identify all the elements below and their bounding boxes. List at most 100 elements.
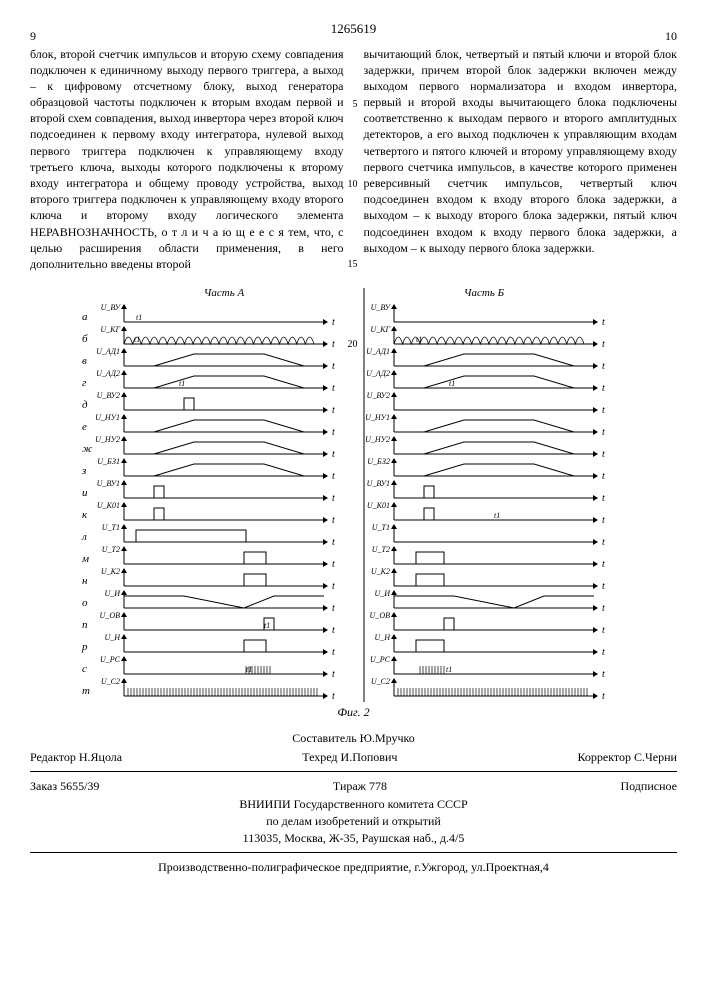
svg-text:U_ОВ: U_ОВ — [99, 611, 120, 620]
svg-text:t1: t1 — [494, 511, 500, 520]
svg-text:U_К01: U_К01 — [366, 501, 389, 510]
svg-text:t1: t1 — [246, 665, 252, 674]
order-row: Заказ 5655/39 Тираж 778 Подписное — [30, 778, 677, 794]
svg-text:и: и — [82, 487, 88, 499]
svg-text:U_И: U_И — [374, 589, 391, 598]
tirazh: Тираж 778 — [333, 778, 387, 794]
svg-text:t: t — [332, 515, 335, 526]
page: 1265619 9 блок, второй счетчик импульсов… — [0, 0, 707, 896]
editor: Редактор Н.Яцола — [30, 749, 122, 765]
line-marker: 10 — [348, 178, 358, 192]
svg-text:t: t — [332, 669, 335, 680]
line-marker: 15 — [348, 258, 358, 272]
techred: Техред И.Попович — [302, 749, 397, 765]
svg-text:t: t — [602, 317, 605, 328]
svg-text:U_Т2: U_Т2 — [371, 545, 389, 554]
svg-text:t: t — [332, 625, 335, 636]
corrector: Корректор С.Черни — [578, 749, 677, 765]
svg-text:t: t — [602, 515, 605, 526]
svg-text:м: м — [81, 553, 89, 565]
divider — [30, 852, 677, 853]
page-number-left: 9 — [30, 28, 36, 44]
svg-text:U_АД2: U_АД2 — [366, 369, 390, 378]
svg-text:t: t — [602, 361, 605, 372]
svg-text:U_РС: U_РС — [370, 655, 391, 664]
svg-text:а: а — [82, 311, 88, 323]
org-line-2: по делам изобретений и открытий — [30, 813, 677, 830]
svg-text:t: t — [602, 339, 605, 350]
svg-text:Часть Б: Часть Б — [463, 287, 504, 299]
svg-text:о: о — [82, 597, 88, 609]
svg-text:t1: t1 — [416, 335, 422, 344]
svg-text:е: е — [82, 421, 87, 433]
svg-text:t: t — [602, 427, 605, 438]
svg-text:t: t — [332, 339, 335, 350]
svg-text:т: т — [82, 685, 90, 697]
svg-text:д: д — [82, 399, 88, 411]
svg-text:t1: t1 — [264, 621, 270, 630]
svg-text:t: t — [602, 647, 605, 658]
page-number-right: 10 — [665, 28, 677, 44]
svg-text:U_БЗ2: U_БЗ2 — [367, 457, 390, 466]
svg-text:U_ВУ2: U_ВУ2 — [366, 391, 389, 400]
svg-text:U_С2: U_С2 — [100, 677, 119, 686]
svg-text:t: t — [332, 405, 335, 416]
svg-text:t: t — [602, 581, 605, 592]
org-address: 113035, Москва, Ж-35, Раушская наб., д.4… — [30, 830, 677, 847]
divider — [30, 771, 677, 772]
svg-text:U_ВУ1: U_ВУ1 — [96, 479, 119, 488]
svg-text:t: t — [332, 647, 335, 658]
svg-text:к: к — [82, 509, 88, 521]
line-marker: 20 — [348, 338, 358, 352]
svg-text:U_ВУ2: U_ВУ2 — [96, 391, 119, 400]
svg-text:t: t — [602, 449, 605, 460]
svg-text:t: t — [332, 317, 335, 328]
svg-text:t: t — [602, 383, 605, 394]
svg-text:t: t — [602, 603, 605, 614]
line-marker: 5 — [353, 98, 358, 112]
sign: Подписное — [620, 778, 677, 794]
svg-text:U_Т1: U_Т1 — [371, 523, 389, 532]
svg-text:U_К01: U_К01 — [96, 501, 119, 510]
svg-text:U_К2: U_К2 — [370, 567, 389, 576]
svg-text:ж: ж — [82, 443, 93, 455]
svg-text:в: в — [82, 355, 87, 367]
doc-number: 1265619 — [30, 20, 677, 38]
right-column: 10 вычитающий блок, четвертый и пятый кл… — [364, 46, 678, 273]
svg-text:U_ВУ1: U_ВУ1 — [366, 479, 389, 488]
text-columns: 9 блок, второй счетчик импульсов и втору… — [30, 46, 677, 273]
svg-text:U_Т1: U_Т1 — [101, 523, 119, 532]
credits-block: Составитель Ю.Мручко Редактор Н.Яцола Те… — [30, 730, 677, 764]
svg-text:t: t — [332, 427, 335, 438]
timing-diagram: Часть АЧасть БаU_ВУtt1U_ВУtбU_КГtt1U_КГt… — [74, 286, 634, 720]
svg-text:U_АД2: U_АД2 — [96, 369, 120, 378]
svg-text:л: л — [81, 531, 87, 543]
svg-text:Часть А: Часть А — [203, 287, 244, 299]
svg-text:t: t — [332, 493, 335, 504]
svg-text:б: б — [82, 333, 88, 345]
svg-text:U_Н: U_Н — [104, 633, 121, 642]
svg-text:р: р — [81, 641, 88, 653]
left-text: блок, второй счетчик импульсов и вторую … — [30, 47, 344, 271]
svg-text:г: г — [82, 377, 87, 389]
svg-text:U_АД1: U_АД1 — [366, 347, 390, 356]
compiler-name: Ю.Мручко — [360, 731, 415, 745]
svg-text:U_ВУ: U_ВУ — [100, 303, 121, 312]
svg-text:t: t — [602, 471, 605, 482]
svg-text:U_И: U_И — [104, 589, 121, 598]
svg-text:U_ОВ: U_ОВ — [369, 611, 390, 620]
right-text: вычитающий блок, четвертый и пятый ключи… — [364, 47, 678, 255]
svg-text:t1: t1 — [136, 313, 142, 322]
svg-text:t: t — [332, 559, 335, 570]
svg-text:t1: t1 — [449, 379, 455, 388]
svg-text:U_НУ2: U_НУ2 — [365, 435, 390, 444]
svg-text:t: t — [332, 361, 335, 372]
svg-text:U_Т2: U_Т2 — [101, 545, 119, 554]
svg-text:U_ВУ: U_ВУ — [370, 303, 391, 312]
svg-text:п: п — [82, 619, 88, 631]
svg-text:t: t — [602, 691, 605, 702]
svg-text:U_К2: U_К2 — [100, 567, 119, 576]
svg-text:t: t — [332, 383, 335, 394]
svg-text:t: t — [602, 537, 605, 548]
svg-text:с: с — [82, 663, 87, 675]
